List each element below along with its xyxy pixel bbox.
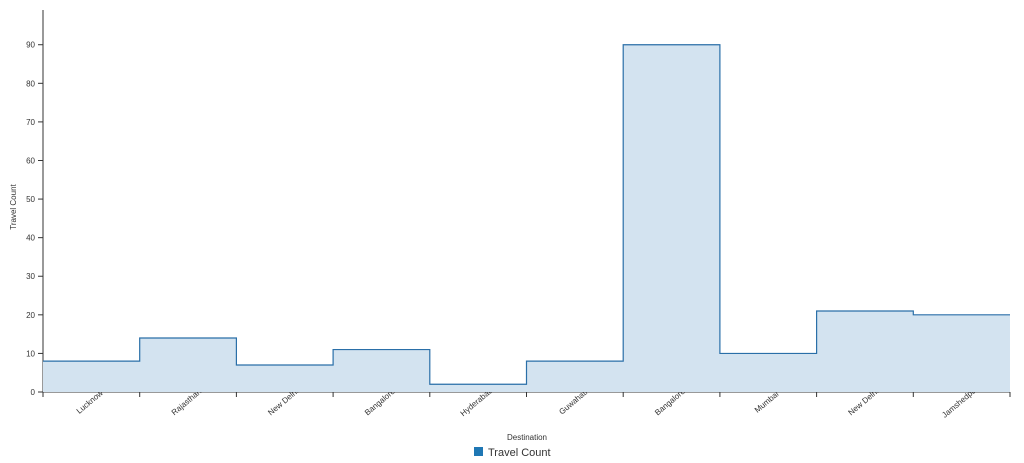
x-axis-title: Destination <box>507 433 547 442</box>
area-fill <box>43 44 1010 393</box>
plot-area <box>43 44 1010 393</box>
series-line-travel-count <box>43 44 1010 385</box>
x-tick-label: Mumbai <box>753 389 781 414</box>
y-tick-label: 90 <box>26 41 35 50</box>
y-axis-title: Travel Count <box>9 183 18 229</box>
y-tick-label: 40 <box>26 234 35 243</box>
y-tick-label: 0 <box>31 388 36 397</box>
legend-swatch[interactable] <box>474 447 483 456</box>
y-tick-label: 50 <box>26 195 35 204</box>
y-axis: 0 10 20 30 40 50 60 70 80 90 <box>26 10 44 397</box>
y-tick-label: 30 <box>26 272 35 281</box>
legend[interactable]: Travel Count <box>474 447 551 459</box>
y-tick-label: 20 <box>26 311 35 320</box>
y-tick-label: 70 <box>26 118 35 127</box>
y-tick-label: 80 <box>26 79 35 88</box>
y-tick-label: 10 <box>26 349 35 358</box>
legend-label[interactable]: Travel Count <box>488 447 551 459</box>
y-tick-label: 60 <box>26 156 35 165</box>
